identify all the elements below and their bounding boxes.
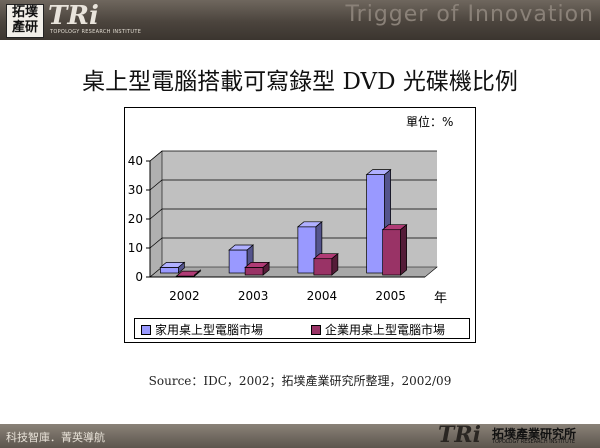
x-tick-label: 2004 [307, 289, 338, 303]
footer-org-sub: TOPOLOGY RESEARCH INSTITUTE [492, 439, 576, 445]
legend-item-enterprise: 企業用桌上型電腦市場 [311, 321, 445, 338]
bar-front [228, 249, 248, 274]
gridline [149, 150, 437, 162]
bar [381, 223, 408, 276]
y-tick-label: 20 [128, 212, 143, 226]
header-banner: 拓墣產研 TRi TOPOLOGY RESEARCH INSTITUTE Tri… [0, 0, 600, 40]
gridline [149, 179, 437, 191]
gridline [149, 237, 437, 249]
x-tick-label: 2005 [375, 289, 406, 303]
bar-side [331, 252, 339, 276]
y-tick-label: 0 [135, 270, 143, 284]
legend-label-home: 家用桌上型電腦市場 [155, 323, 264, 337]
bar-front [160, 267, 179, 274]
footer-banner: 科技智庫．菁英導航 TRi 拓墣產業研究所 TOPOLOGY RESEARCH … [0, 422, 600, 448]
bar-side [178, 261, 185, 274]
y-tick-label: 10 [128, 241, 143, 255]
plot-wall [150, 151, 437, 277]
bar-front [244, 267, 264, 276]
x-tick-label: 2003 [238, 289, 269, 303]
source-note: Source：IDC，2002；拓墣產業研究所整理，2002/09 [148, 374, 452, 388]
bar [244, 261, 271, 276]
bar [159, 261, 186, 274]
y-tick-label: 30 [128, 183, 143, 197]
gridline [149, 208, 437, 220]
slide-title: 桌上型電腦搭載可寫錄型 DVD 光碟機比例 [82, 69, 518, 95]
bar-side [262, 261, 270, 276]
legend-swatch-enterprise [311, 324, 321, 335]
footer-slogan: 科技智庫．菁英導航 [6, 431, 105, 444]
tagline: Trigger of Innovation [345, 2, 594, 27]
bar-front [382, 229, 401, 276]
footer-org-name: 拓墣產業研究所 [492, 427, 577, 441]
y-tick-label: 40 [128, 154, 143, 168]
bar-front [366, 174, 385, 274]
legend: 家用桌上型電腦市場 企業用桌上型電腦市場 [134, 318, 470, 339]
footer-logo-tri: TRi [438, 422, 482, 448]
logo-cn-mark: 拓墣產研 [6, 4, 44, 38]
bar-front [297, 226, 317, 274]
bar [175, 269, 202, 277]
legend-swatch-home [141, 324, 151, 335]
bar-side [400, 223, 407, 276]
legend-label-enterprise: 企業用桌上型電腦市場 [325, 323, 446, 337]
axes: 0 10 20 30 40 2002 2003 2004 2005 [128, 154, 425, 303]
unit-label: 單位：% [406, 115, 454, 129]
logo-subtitle: TOPOLOGY RESEARCH INSTITUTE [50, 29, 142, 35]
bars [159, 168, 408, 277]
bar [312, 252, 339, 276]
x-axis-unit: 年 [434, 291, 447, 306]
legend-item-home: 家用桌上型電腦市場 [141, 321, 263, 338]
logo-tri: TRi [48, 1, 99, 31]
gridlines [149, 150, 437, 249]
bar-side [194, 269, 201, 277]
x-tick-label: 2002 [169, 289, 200, 303]
bar-front [313, 258, 333, 276]
